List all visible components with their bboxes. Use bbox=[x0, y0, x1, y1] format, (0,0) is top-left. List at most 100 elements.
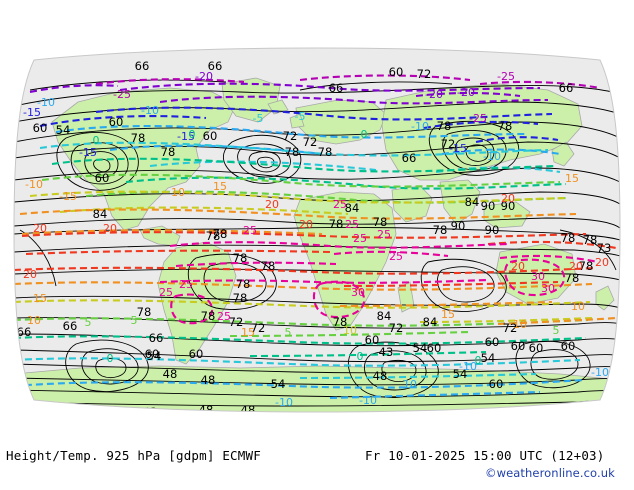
height-label: 48 bbox=[199, 403, 214, 417]
height-contour-labels: 66 66 66 66 66 60 54 60 60 60 60 72 72 7… bbox=[17, 59, 612, 417]
low-atlantic-ring-4 bbox=[257, 156, 275, 169]
height-label: 78 bbox=[233, 291, 248, 305]
temp-label: 0 bbox=[357, 350, 364, 363]
height-label: 78 bbox=[498, 119, 513, 133]
temp-label: 10 bbox=[403, 378, 417, 391]
temp-label: 5 bbox=[131, 314, 138, 327]
height-label: 78 bbox=[285, 145, 300, 159]
height-label: 66 bbox=[149, 331, 164, 345]
low-south-ocean-ring-1 bbox=[65, 339, 149, 392]
temp-contour-20 bbox=[14, 231, 617, 288]
height-contour-78s bbox=[14, 295, 620, 309]
height-label: 60 bbox=[33, 121, 48, 135]
height-label: 48 bbox=[241, 403, 256, 417]
contour-map-svg[interactable]: 66 66 66 66 66 60 54 60 60 60 60 72 72 7… bbox=[0, 30, 634, 430]
temp-label: -10 bbox=[483, 150, 501, 163]
height-arc-se-1 bbox=[559, 229, 617, 271]
map-canvas[interactable]: 66 66 66 66 66 60 54 60 60 60 60 72 72 7… bbox=[0, 30, 634, 430]
temp-label: 20 bbox=[501, 192, 515, 205]
height-label: 90 bbox=[451, 219, 466, 233]
height-label: 60 bbox=[109, 115, 124, 129]
height-label: 66 bbox=[402, 151, 417, 165]
temp-label: 20 bbox=[33, 222, 47, 235]
temp-label: -10 bbox=[25, 178, 43, 191]
temp-contour-10 bbox=[14, 190, 595, 324]
height-label: 54 bbox=[481, 351, 496, 365]
temp-label: -10 bbox=[411, 120, 429, 133]
product-title: Height/Temp. 925 hPa [gdpm] ECMWF bbox=[6, 448, 261, 463]
temp-label: 0 bbox=[361, 128, 368, 141]
low-south-ocean-3-ring-2 bbox=[530, 349, 579, 380]
temp-label: 0 bbox=[107, 352, 114, 365]
height-arc-n-2 bbox=[29, 79, 227, 91]
height-label: 54 bbox=[147, 349, 162, 363]
temperature-contours bbox=[14, 74, 617, 400]
height-label: 54 bbox=[56, 123, 71, 137]
temp-contour-0 bbox=[14, 157, 587, 358]
height-label: 78 bbox=[131, 131, 146, 145]
temp-label: 10 bbox=[27, 314, 41, 327]
temp-label: -5 bbox=[295, 110, 306, 123]
temp-label: -15 bbox=[59, 190, 77, 203]
height-contour-54s bbox=[14, 377, 620, 386]
height-label: 78 bbox=[333, 315, 348, 329]
temp-label: -10 bbox=[459, 360, 477, 373]
temp-label: -25 bbox=[113, 88, 131, 101]
temp-label: 25 bbox=[353, 232, 367, 245]
height-label: 78 bbox=[318, 145, 333, 159]
temp-label: 0 bbox=[93, 134, 100, 147]
height-label: 66 bbox=[17, 325, 32, 339]
temp-label: 25 bbox=[217, 310, 231, 323]
temp-label: 25 bbox=[243, 224, 257, 237]
height-label: 72 bbox=[303, 135, 318, 149]
temp-label: 20 bbox=[103, 222, 117, 235]
height-label: 78 bbox=[329, 217, 344, 231]
temp-label: 25 bbox=[333, 198, 347, 211]
height-label: 72 bbox=[251, 321, 266, 335]
land-antarctica bbox=[14, 365, 620, 412]
land-masses bbox=[14, 77, 620, 412]
height-label: 90 bbox=[481, 199, 496, 213]
low-south-ocean-3-ring-1 bbox=[515, 340, 591, 389]
height-label: 48 bbox=[201, 373, 216, 387]
height-label: 78 bbox=[373, 215, 388, 229]
low-south-ocean-ring-2 bbox=[81, 348, 139, 385]
height-label: 54 bbox=[453, 367, 468, 381]
height-label: 60 bbox=[95, 171, 110, 185]
temp-contour-25 bbox=[159, 241, 599, 284]
temp-contour-30 bbox=[170, 258, 566, 325]
height-label: 90 bbox=[501, 199, 516, 213]
temp-label: 5 bbox=[553, 324, 560, 337]
low-pacific-ring-1 bbox=[56, 132, 139, 191]
temp-label: 20 bbox=[569, 260, 583, 273]
temp-label: -15 bbox=[23, 106, 41, 119]
height-label: 78 bbox=[261, 259, 276, 273]
height-label: 78 bbox=[213, 227, 228, 241]
height-label: 60 bbox=[485, 335, 500, 349]
height-label: 60 bbox=[389, 65, 404, 79]
height-label: 60 bbox=[145, 347, 160, 361]
temp-label: 10 bbox=[171, 186, 185, 199]
temp-label: 20 bbox=[265, 198, 279, 211]
height-label: 60 bbox=[489, 377, 504, 391]
temp-label: -10 bbox=[359, 394, 377, 407]
height-label: 84 bbox=[465, 195, 480, 209]
copyright-credit[interactable]: ©weatheronline.co.uk bbox=[485, 466, 615, 480]
height-label: 60 bbox=[561, 339, 576, 353]
height-label: 84 bbox=[93, 207, 108, 221]
temp-label: 10 bbox=[343, 324, 357, 337]
temp-label: -15 bbox=[177, 130, 195, 143]
low-south-ocean-2-ring-3 bbox=[381, 359, 417, 382]
height-label: 60 bbox=[203, 129, 218, 143]
height-label: 54 bbox=[271, 377, 286, 391]
temp-label: -15 bbox=[79, 146, 97, 159]
temp-label: -20 bbox=[457, 86, 475, 99]
height-label: 78 bbox=[433, 223, 448, 237]
height-label: 90 bbox=[485, 223, 500, 237]
height-label: 48 bbox=[163, 367, 178, 381]
temp-label: -20 bbox=[195, 70, 213, 83]
height-contour-78-tropic-b bbox=[14, 268, 620, 281]
temperature-contour-labels: -20 -20 -20 -25 -25 -25 -10 -10 -10 -10 … bbox=[23, 70, 609, 409]
height-label: 78 bbox=[236, 277, 251, 291]
temp-label: 25 bbox=[377, 228, 391, 241]
